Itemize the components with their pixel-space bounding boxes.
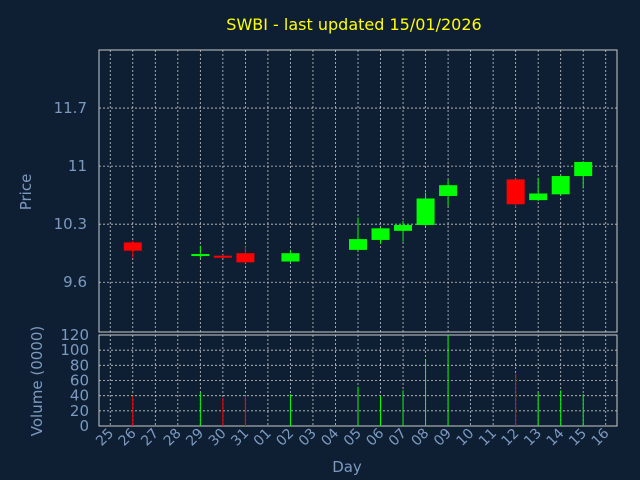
volume-tick-label: 0 <box>79 417 89 435</box>
candle-body <box>551 176 570 195</box>
x-tick-label: 07 <box>386 426 410 450</box>
day-x-ticks: 2526272829303101020304050607080910111213… <box>93 425 612 449</box>
chart-title: SWBI - last updated 15/01/2026 <box>226 15 481 34</box>
x-tick-label: 26 <box>116 425 140 449</box>
candle-body <box>439 185 458 196</box>
x-tick-label: 27 <box>138 426 162 450</box>
candle-body <box>213 255 232 258</box>
x-tick-label: 03 <box>296 426 320 450</box>
candle-body <box>191 254 210 257</box>
x-axis-label: Day <box>332 458 362 476</box>
candle-body <box>506 179 525 205</box>
x-tick-label: 08 <box>408 426 432 450</box>
volume-axis-label: Volume (0000) <box>28 326 46 436</box>
x-tick-label: 06 <box>363 425 387 449</box>
x-tick-label: 11 <box>476 426 500 450</box>
x-tick-label: 02 <box>273 426 297 450</box>
candle-body <box>281 253 300 262</box>
price-axis-label: Price <box>17 174 35 211</box>
volume-tick-label: 60 <box>70 372 89 390</box>
candle-body <box>236 253 255 263</box>
volume-tick-label: 120 <box>60 326 89 344</box>
x-tick-label: 31 <box>228 426 252 450</box>
price-grid <box>99 50 617 332</box>
candle-body <box>123 242 142 251</box>
price-tick-label: 11 <box>68 157 87 175</box>
x-tick-label: 30 <box>206 426 230 450</box>
candle-body <box>394 225 413 231</box>
candles <box>123 161 593 264</box>
price-tick-label: 11.7 <box>54 99 87 117</box>
x-tick-label: 05 <box>341 426 365 450</box>
price-panel: 9.6 10.3 11 11.7 Price <box>17 49 618 333</box>
volume-tick-label: 40 <box>70 387 89 405</box>
candle-body <box>349 239 367 250</box>
x-tick-label: 28 <box>161 426 185 450</box>
volume-bars <box>132 335 584 426</box>
price-tick-label: 10.3 <box>54 215 87 233</box>
x-tick-label: 04 <box>318 425 342 449</box>
candle-body <box>529 193 548 201</box>
x-tick-label: 13 <box>521 426 545 450</box>
x-tick-label: 25 <box>93 426 117 450</box>
x-tick-label: 15 <box>566 426 590 450</box>
x-tick-label: 12 <box>499 426 523 450</box>
x-tick-label: 14 <box>544 425 568 449</box>
volume-tick-label: 80 <box>70 356 89 374</box>
x-tick-label: 10 <box>454 426 478 450</box>
x-tick-label: 09 <box>431 426 455 450</box>
price-y-ticks: 9.6 10.3 11 11.7 <box>54 99 87 291</box>
x-tick-label: 01 <box>251 426 275 450</box>
volume-tick-label: 100 <box>60 341 89 359</box>
x-tick-label: 29 <box>183 426 207 450</box>
x-tick-label: 16 <box>589 425 613 449</box>
volume-tick-label: 20 <box>70 402 89 420</box>
candle-body <box>574 161 593 177</box>
candle-body <box>416 198 435 226</box>
price-tick-label: 9.6 <box>63 273 87 291</box>
candle-body <box>371 228 390 240</box>
